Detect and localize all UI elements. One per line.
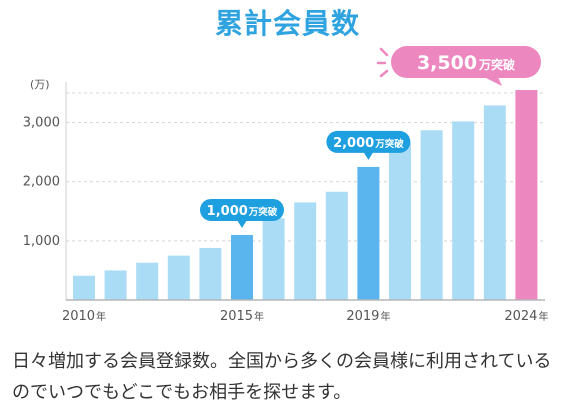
bar-2015 (231, 234, 253, 300)
bar-2011 (104, 270, 127, 300)
milestone-callout-2019: 2,000万突破 (326, 130, 411, 160)
bar-2012 (136, 262, 159, 300)
callout-label: 3,500 万突破 (417, 52, 515, 74)
bar-2010 (73, 275, 95, 300)
x-tick-label-2019: 2019年 (346, 309, 390, 324)
x-tick-label-2024: 2024年 (504, 309, 548, 324)
chart-caption: 日々増加する会員登録数。全国から多くの会員様に利用されているのでいつでもどこでも… (12, 351, 552, 403)
bar-2014 (199, 247, 222, 300)
bar-2023 (483, 105, 506, 300)
bar-2024 (515, 90, 538, 300)
milestone-callout-2015: 1,000万突破 (200, 198, 284, 228)
bar-2020 (389, 143, 411, 300)
bar-2016 (262, 218, 285, 300)
callout-label: 2,000万突破 (333, 136, 404, 151)
bar-2017 (294, 202, 317, 300)
y-tick-label: 3,000 (23, 116, 60, 131)
callout-label: 1,000万突破 (207, 204, 278, 219)
bar-2022 (452, 121, 475, 300)
x-tick-label-2010: 2010年 (62, 309, 106, 324)
y-tick-label: 2,000 (23, 175, 60, 190)
bar-2021 (420, 130, 443, 300)
bar-2013 (167, 255, 190, 300)
milestone-callout-2024: 3,500 万突破 (376, 46, 541, 86)
chart-title: 累計会員数 (214, 7, 360, 40)
y-axis-unit-label: (万) (30, 78, 50, 91)
bar-2018 (325, 191, 348, 300)
bar-2019 (357, 166, 380, 300)
y-tick-label: 1,000 (23, 234, 60, 249)
bar-chart: (万) 1,000 2,000 3,000 2010年 2015年 2019年 2024年 1,… (23, 46, 548, 324)
x-tick-label-2015: 2015年 (220, 309, 264, 324)
